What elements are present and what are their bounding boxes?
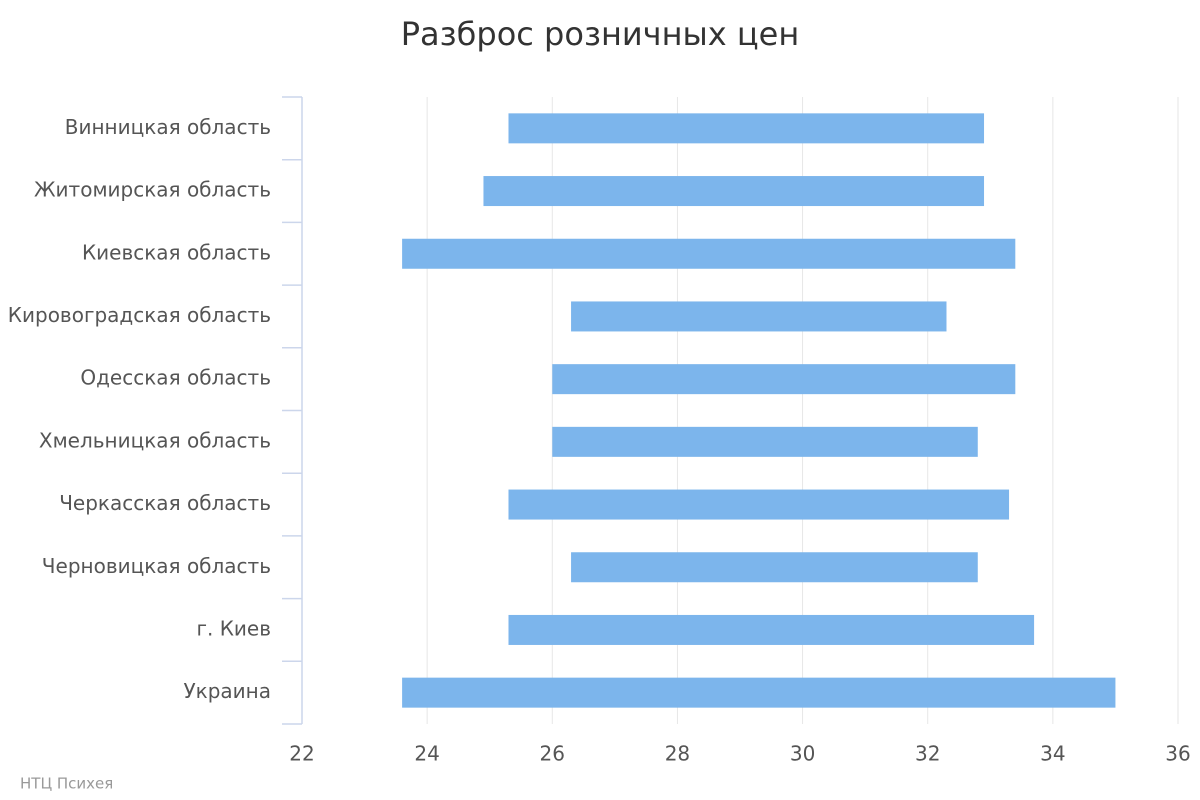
bar — [571, 301, 947, 332]
y-tick-label: Киевская область — [82, 240, 271, 264]
y-tick-label: Черкасская область — [59, 491, 271, 515]
bar — [402, 677, 1116, 708]
x-tick-label: 24 — [414, 742, 439, 766]
credit: НТЦ Психея — [20, 775, 113, 793]
chart-title: Разброс розничных цен — [401, 15, 800, 53]
bar — [552, 364, 1016, 395]
y-tick-label: Одесская область — [80, 366, 271, 390]
y-tick-label: Хмельницкая область — [39, 428, 271, 452]
y-tick-label: г. Киев — [196, 616, 271, 640]
y-tick-label: Житомирская область — [34, 178, 271, 202]
x-tick-label: 36 — [1165, 742, 1190, 766]
bar — [508, 614, 1035, 645]
bar — [571, 552, 978, 583]
bar — [508, 113, 985, 144]
x-tick-label: 34 — [1040, 742, 1065, 766]
bar — [402, 238, 1016, 269]
x-tick-label: 26 — [540, 742, 565, 766]
y-tick-label: Черновицкая область — [42, 554, 271, 578]
y-tick-label: Винницкая область — [65, 115, 271, 139]
x-tick-label: 22 — [289, 742, 314, 766]
bar — [552, 426, 978, 457]
x-tick-label: 30 — [790, 742, 815, 766]
y-tick-label: Украина — [183, 679, 271, 703]
y-tick-label: Кировоградская область — [8, 303, 271, 327]
x-tick-label: 32 — [915, 742, 940, 766]
x-tick-label: 28 — [665, 742, 690, 766]
bar — [508, 489, 1010, 520]
bar — [483, 176, 985, 207]
